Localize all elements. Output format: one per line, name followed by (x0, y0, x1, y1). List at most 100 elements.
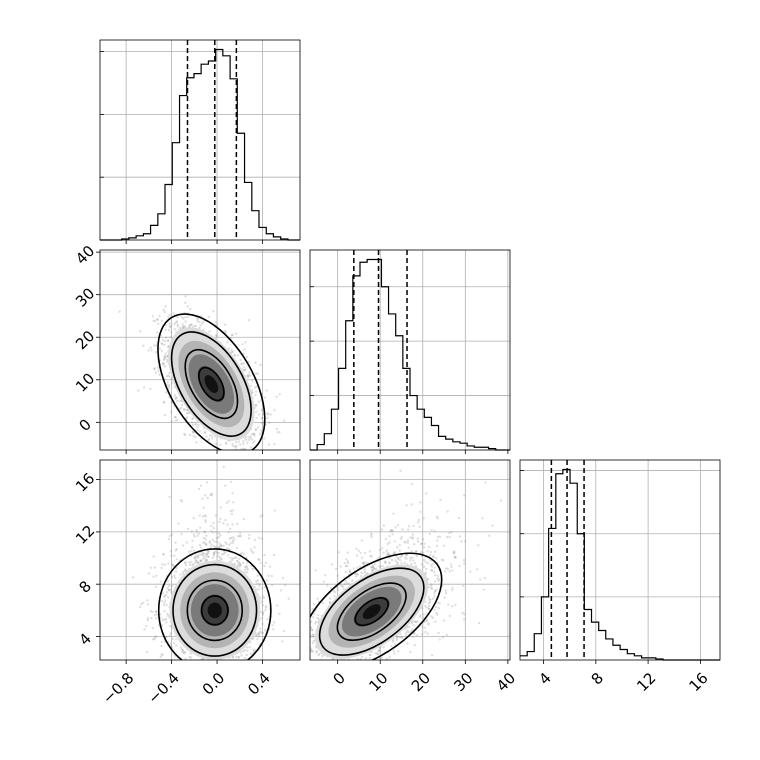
sample-point (219, 443, 222, 446)
sample-point (234, 332, 238, 335)
sample-point (194, 556, 197, 560)
sample-point (382, 551, 385, 554)
sample-point (173, 322, 176, 326)
histogram-step (310, 258, 510, 451)
sample-point (166, 596, 170, 599)
sample-point (370, 532, 373, 535)
sample-point (229, 527, 232, 530)
sample-point (255, 588, 258, 591)
sample-point (238, 562, 241, 565)
sample-point (181, 648, 185, 652)
sample-point (427, 607, 431, 610)
sample-point (223, 550, 226, 553)
sample-point (224, 518, 227, 522)
sample-point (263, 564, 266, 568)
sample-point (195, 528, 198, 532)
sample-point (214, 514, 217, 517)
sample-point (231, 509, 234, 512)
sample-point (149, 346, 152, 349)
sample-point (192, 660, 194, 662)
sample-point (149, 387, 152, 391)
sample-point (229, 536, 233, 540)
sample-point (232, 501, 235, 504)
sample-point (212, 310, 215, 313)
sample-point (265, 605, 268, 608)
sample-point (168, 384, 171, 387)
sample-point (159, 580, 163, 583)
sample-point (404, 633, 408, 636)
sample-point (433, 570, 436, 574)
sample-point (184, 562, 187, 565)
sample-point (190, 530, 193, 533)
sample-point (266, 413, 270, 416)
sample-point (478, 578, 482, 581)
histogram-step (100, 48, 300, 241)
histogram-bar (446, 439, 453, 450)
sample-point (239, 552, 243, 555)
sample-point (194, 553, 197, 556)
sample-point (210, 437, 214, 440)
sample-point (206, 666, 208, 668)
sample-point (190, 549, 193, 553)
sample-point (181, 325, 184, 328)
sample-point (221, 673, 223, 675)
sample-point (188, 433, 192, 437)
sample-point (180, 403, 184, 407)
sample-point (178, 407, 182, 410)
sample-point (166, 580, 170, 583)
sample-point (246, 568, 249, 571)
sample-point (159, 613, 162, 616)
sample-point (228, 679, 230, 681)
sample-point (207, 552, 210, 555)
sample-point (254, 393, 257, 397)
histogram-bar (317, 445, 324, 450)
sample-point (255, 580, 258, 583)
sample-point (266, 412, 269, 415)
sample-point (144, 624, 148, 628)
sample-point (154, 585, 158, 589)
sample-point (237, 557, 241, 560)
sample-point (195, 317, 199, 320)
sample-point (215, 531, 218, 534)
sample-point (205, 660, 207, 662)
sample-point (244, 436, 247, 440)
sample-point (175, 548, 178, 551)
sample-point (167, 588, 170, 592)
sample-point (155, 317, 159, 321)
histogram-bar (534, 634, 541, 660)
sample-point (181, 660, 183, 662)
sample-point (242, 440, 245, 443)
sample-point (246, 561, 249, 565)
sample-point (170, 645, 173, 648)
sample-point (436, 517, 439, 520)
sample-point (247, 435, 250, 439)
sample-point (225, 442, 228, 446)
sample-point (140, 602, 143, 606)
sample-point (161, 624, 164, 627)
sample-point (250, 550, 253, 553)
contour-line (198, 366, 225, 402)
sample-point (252, 432, 256, 436)
sample-point (202, 536, 206, 540)
sample-point (436, 613, 439, 616)
sample-point (240, 679, 242, 681)
sample-point (245, 646, 249, 649)
sample-point (153, 613, 157, 617)
sample-point (180, 316, 184, 319)
sample-point (245, 564, 248, 568)
sample-point (190, 671, 192, 673)
sample-point (235, 556, 238, 559)
sample-point (396, 546, 399, 549)
sample-point (157, 369, 160, 372)
sample-point (160, 599, 163, 603)
sample-point (212, 551, 215, 555)
sample-point (246, 441, 249, 444)
sample-point (252, 432, 255, 436)
sample-point (156, 331, 159, 334)
sample-point (242, 442, 245, 445)
sample-point (239, 451, 241, 453)
sample-point (208, 540, 212, 543)
sample-point (437, 607, 440, 610)
sample-point (194, 423, 197, 426)
sample-point (227, 347, 230, 350)
